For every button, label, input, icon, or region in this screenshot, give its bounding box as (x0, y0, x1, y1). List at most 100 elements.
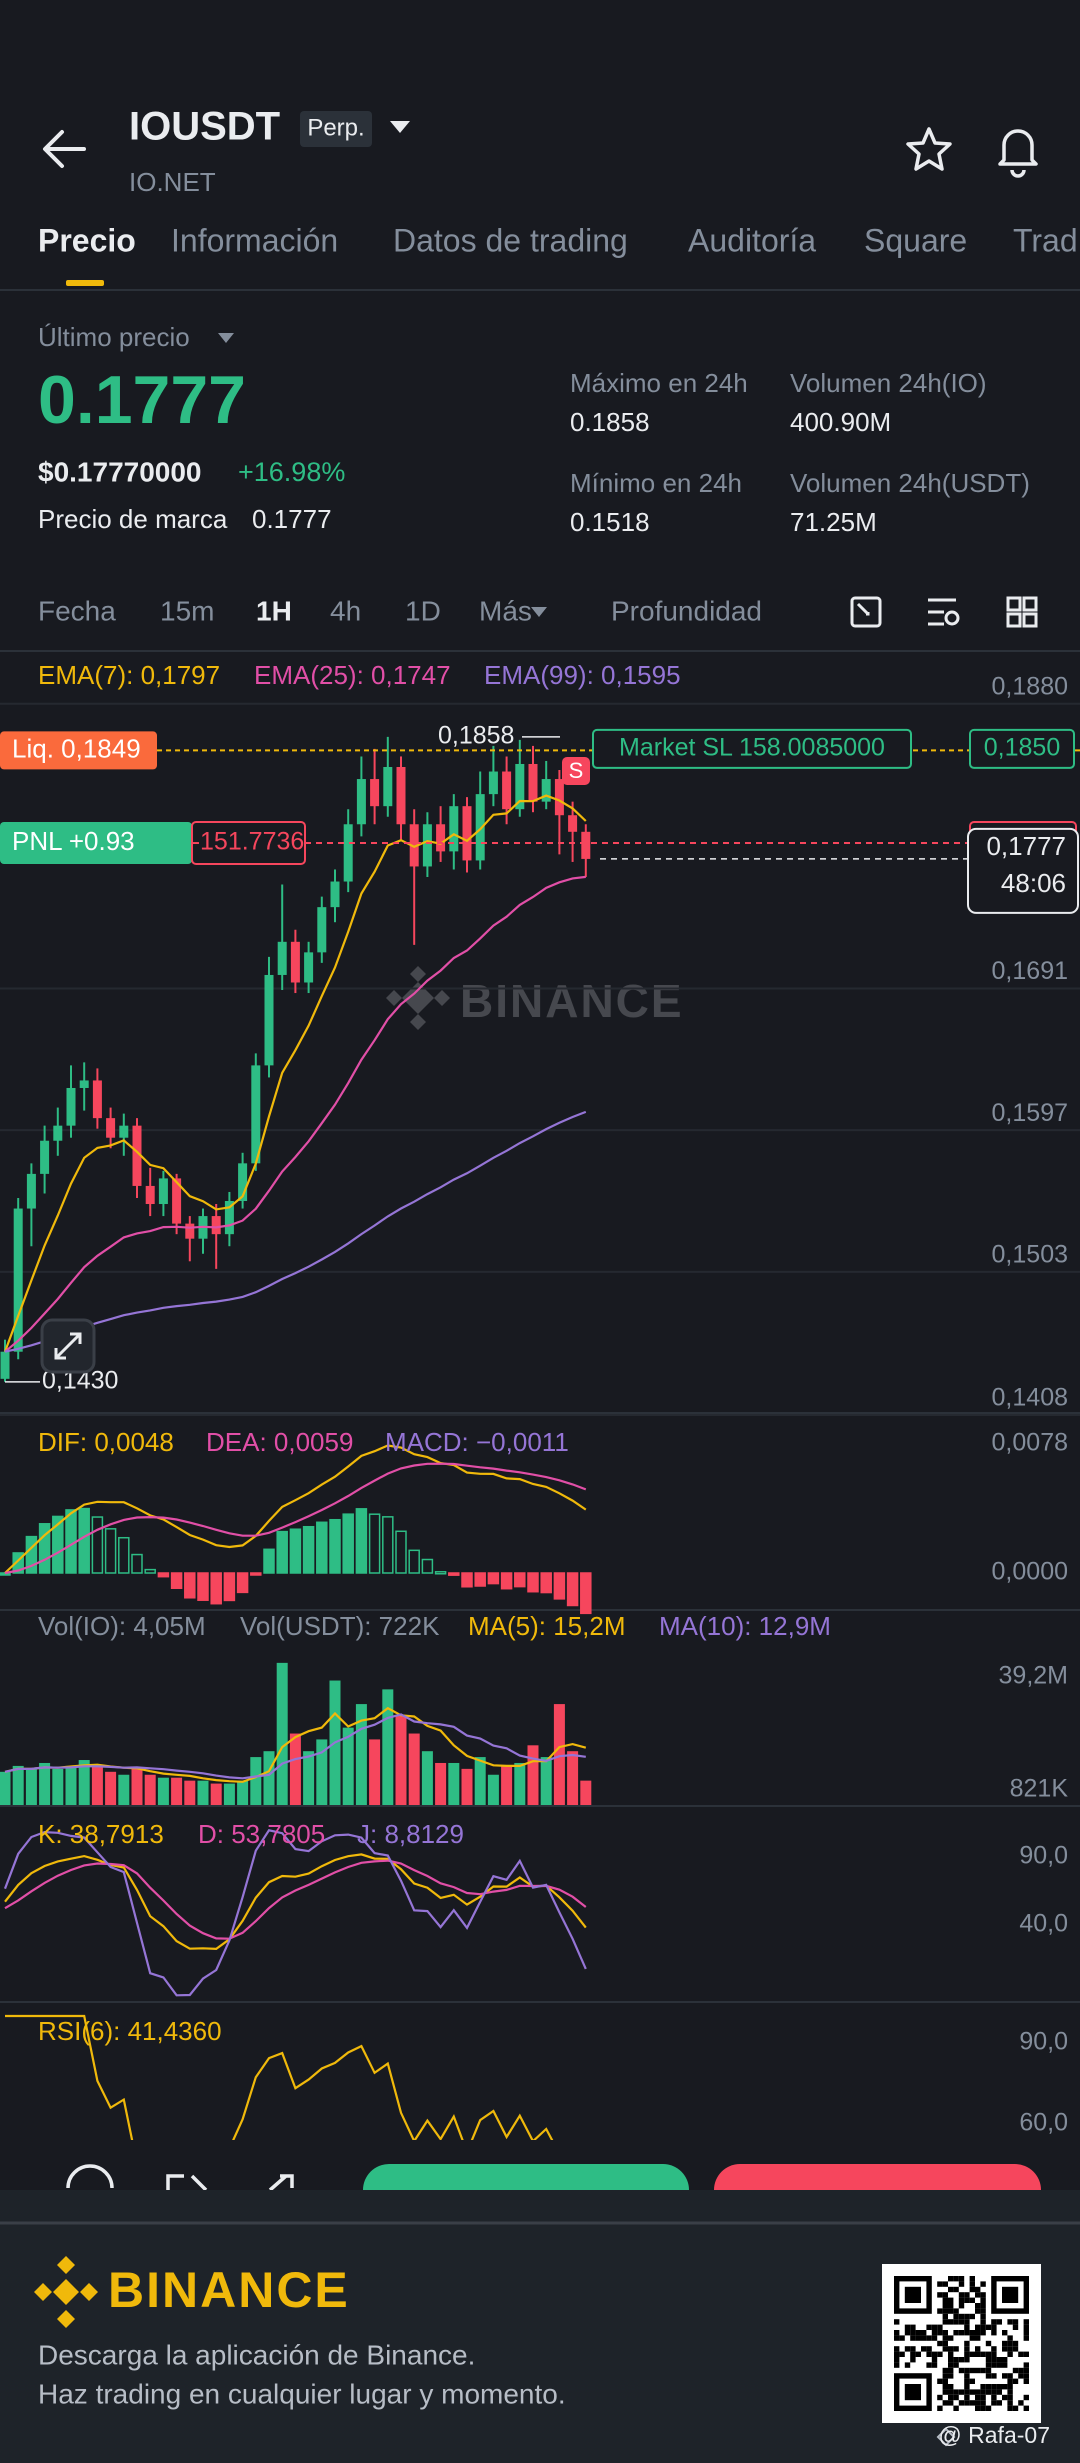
volume-bar (118, 1774, 130, 1805)
qr-module (985, 2357, 992, 2363)
macd-tick-label: 0,0078 (992, 1429, 1068, 1457)
qr-module (931, 2324, 938, 2330)
macd-bar (78, 1507, 90, 1574)
macd-bar (316, 1521, 328, 1574)
qr-module (937, 2281, 943, 2287)
qr-module (942, 2308, 948, 2314)
symbol-dropdown[interactable] (390, 121, 410, 133)
interval[interactable]: 15m (160, 595, 214, 626)
high-marker: 0,1858 (438, 721, 514, 749)
tab[interactable]: Trad (1013, 222, 1078, 258)
qr-module (1007, 2373, 1013, 2379)
qr-module (1007, 2389, 1013, 2395)
y-tick-label: 0,1691 (992, 957, 1068, 985)
qr-module (1002, 2362, 1008, 2368)
qr-module (1007, 2378, 1013, 2384)
macd-bar (434, 1571, 447, 1575)
qr-module (942, 2292, 948, 2298)
more-dropdown[interactable] (531, 607, 547, 617)
alert-button[interactable] (998, 129, 1038, 178)
interval[interactable]: Fecha (38, 595, 116, 626)
qr-module (953, 2286, 959, 2293)
interval[interactable]: 1D (405, 595, 441, 626)
back-button[interactable] (43, 130, 86, 168)
action-icon[interactable] (66, 2164, 114, 2189)
interval[interactable]: Más (479, 595, 532, 626)
qr-module (975, 2324, 981, 2330)
qr-module (948, 2373, 954, 2379)
qr-module (926, 2362, 932, 2368)
qr-module (958, 2313, 965, 2320)
tab[interactable]: Auditoría (688, 222, 816, 258)
qr-module (964, 2400, 970, 2406)
expand-button[interactable] (40, 1318, 96, 1374)
subtitle: IO.NET (129, 167, 216, 197)
volume-bar (197, 1780, 209, 1805)
tab[interactable]: Información (171, 222, 338, 258)
qr-module (1023, 2367, 1029, 2374)
volume-tick-label: 821K (1010, 1775, 1069, 1803)
action-icon[interactable] (166, 2174, 208, 2192)
y-tick-label: 0,1503 (992, 1240, 1068, 1268)
volume-bar (0, 1771, 11, 1805)
volume-ma-line (4, 1713, 586, 1780)
candle-body (488, 771, 498, 795)
volume-bar (39, 1762, 51, 1805)
volume-bar (25, 1768, 37, 1805)
interval[interactable]: Profundidad (611, 595, 762, 626)
qr-module (948, 2400, 954, 2406)
price-label-dropdown[interactable] (218, 333, 234, 343)
usd-price: $0.17770000 (38, 456, 202, 487)
volume-bar (316, 1739, 328, 1805)
qr-module (975, 2400, 981, 2406)
favorite-button[interactable] (906, 127, 952, 171)
qr-module (980, 2400, 986, 2406)
qr-module (980, 2384, 986, 2390)
panel-separators (0, 1412, 1080, 2003)
y-tick-label: 0,1408 (992, 1384, 1068, 1412)
qr-module (1007, 2400, 1013, 2406)
tab[interactable]: Square (864, 222, 967, 258)
chart-tools[interactable] (850, 596, 1038, 628)
qr-module (980, 2313, 986, 2320)
macd-bar (52, 1515, 64, 1574)
macd-bar (395, 1530, 407, 1574)
qr-module (964, 2357, 970, 2363)
qr-module (996, 2357, 1002, 2363)
qr-module (1023, 2324, 1029, 2330)
tab[interactable]: Datos de trading (393, 222, 628, 258)
candle-body (502, 771, 512, 810)
candle-body (66, 1087, 76, 1126)
qr-module (894, 2357, 900, 2363)
dea-line (4, 1462, 587, 1575)
qr-module (1023, 2394, 1029, 2401)
mark-label: Precio de marca (38, 504, 228, 534)
macd-bar (540, 1572, 552, 1594)
tab[interactable]: Precio (38, 222, 136, 258)
qr-module (958, 2292, 965, 2298)
qr-module (1002, 2330, 1008, 2336)
stop-loss-text: Market SL 158.0085000 (619, 734, 885, 762)
macd-bar (25, 1535, 38, 1574)
macd-bar (566, 1572, 579, 1607)
qr-module (975, 2351, 981, 2357)
macd-bar (104, 1528, 117, 1574)
candle-body (343, 824, 353, 882)
qr-module (910, 2357, 916, 2363)
macd-bar (500, 1572, 513, 1590)
macd-tick-label: 0,0000 (992, 1558, 1068, 1586)
candle-body (383, 766, 393, 807)
macd-bar (276, 1530, 288, 1574)
qr-module (975, 2405, 981, 2411)
qr-module (931, 2335, 938, 2341)
qr-module (953, 2308, 959, 2314)
qr-module (948, 2303, 954, 2309)
qr-module (910, 2351, 916, 2357)
interval[interactable]: 4h (330, 595, 361, 626)
action-icon[interactable] (268, 2174, 294, 2192)
qr-module (985, 2340, 992, 2347)
qr-module (980, 2351, 986, 2357)
volume-bar (553, 1704, 565, 1805)
kdj-line (4, 1859, 587, 1940)
interval[interactable]: 1H (256, 595, 292, 626)
